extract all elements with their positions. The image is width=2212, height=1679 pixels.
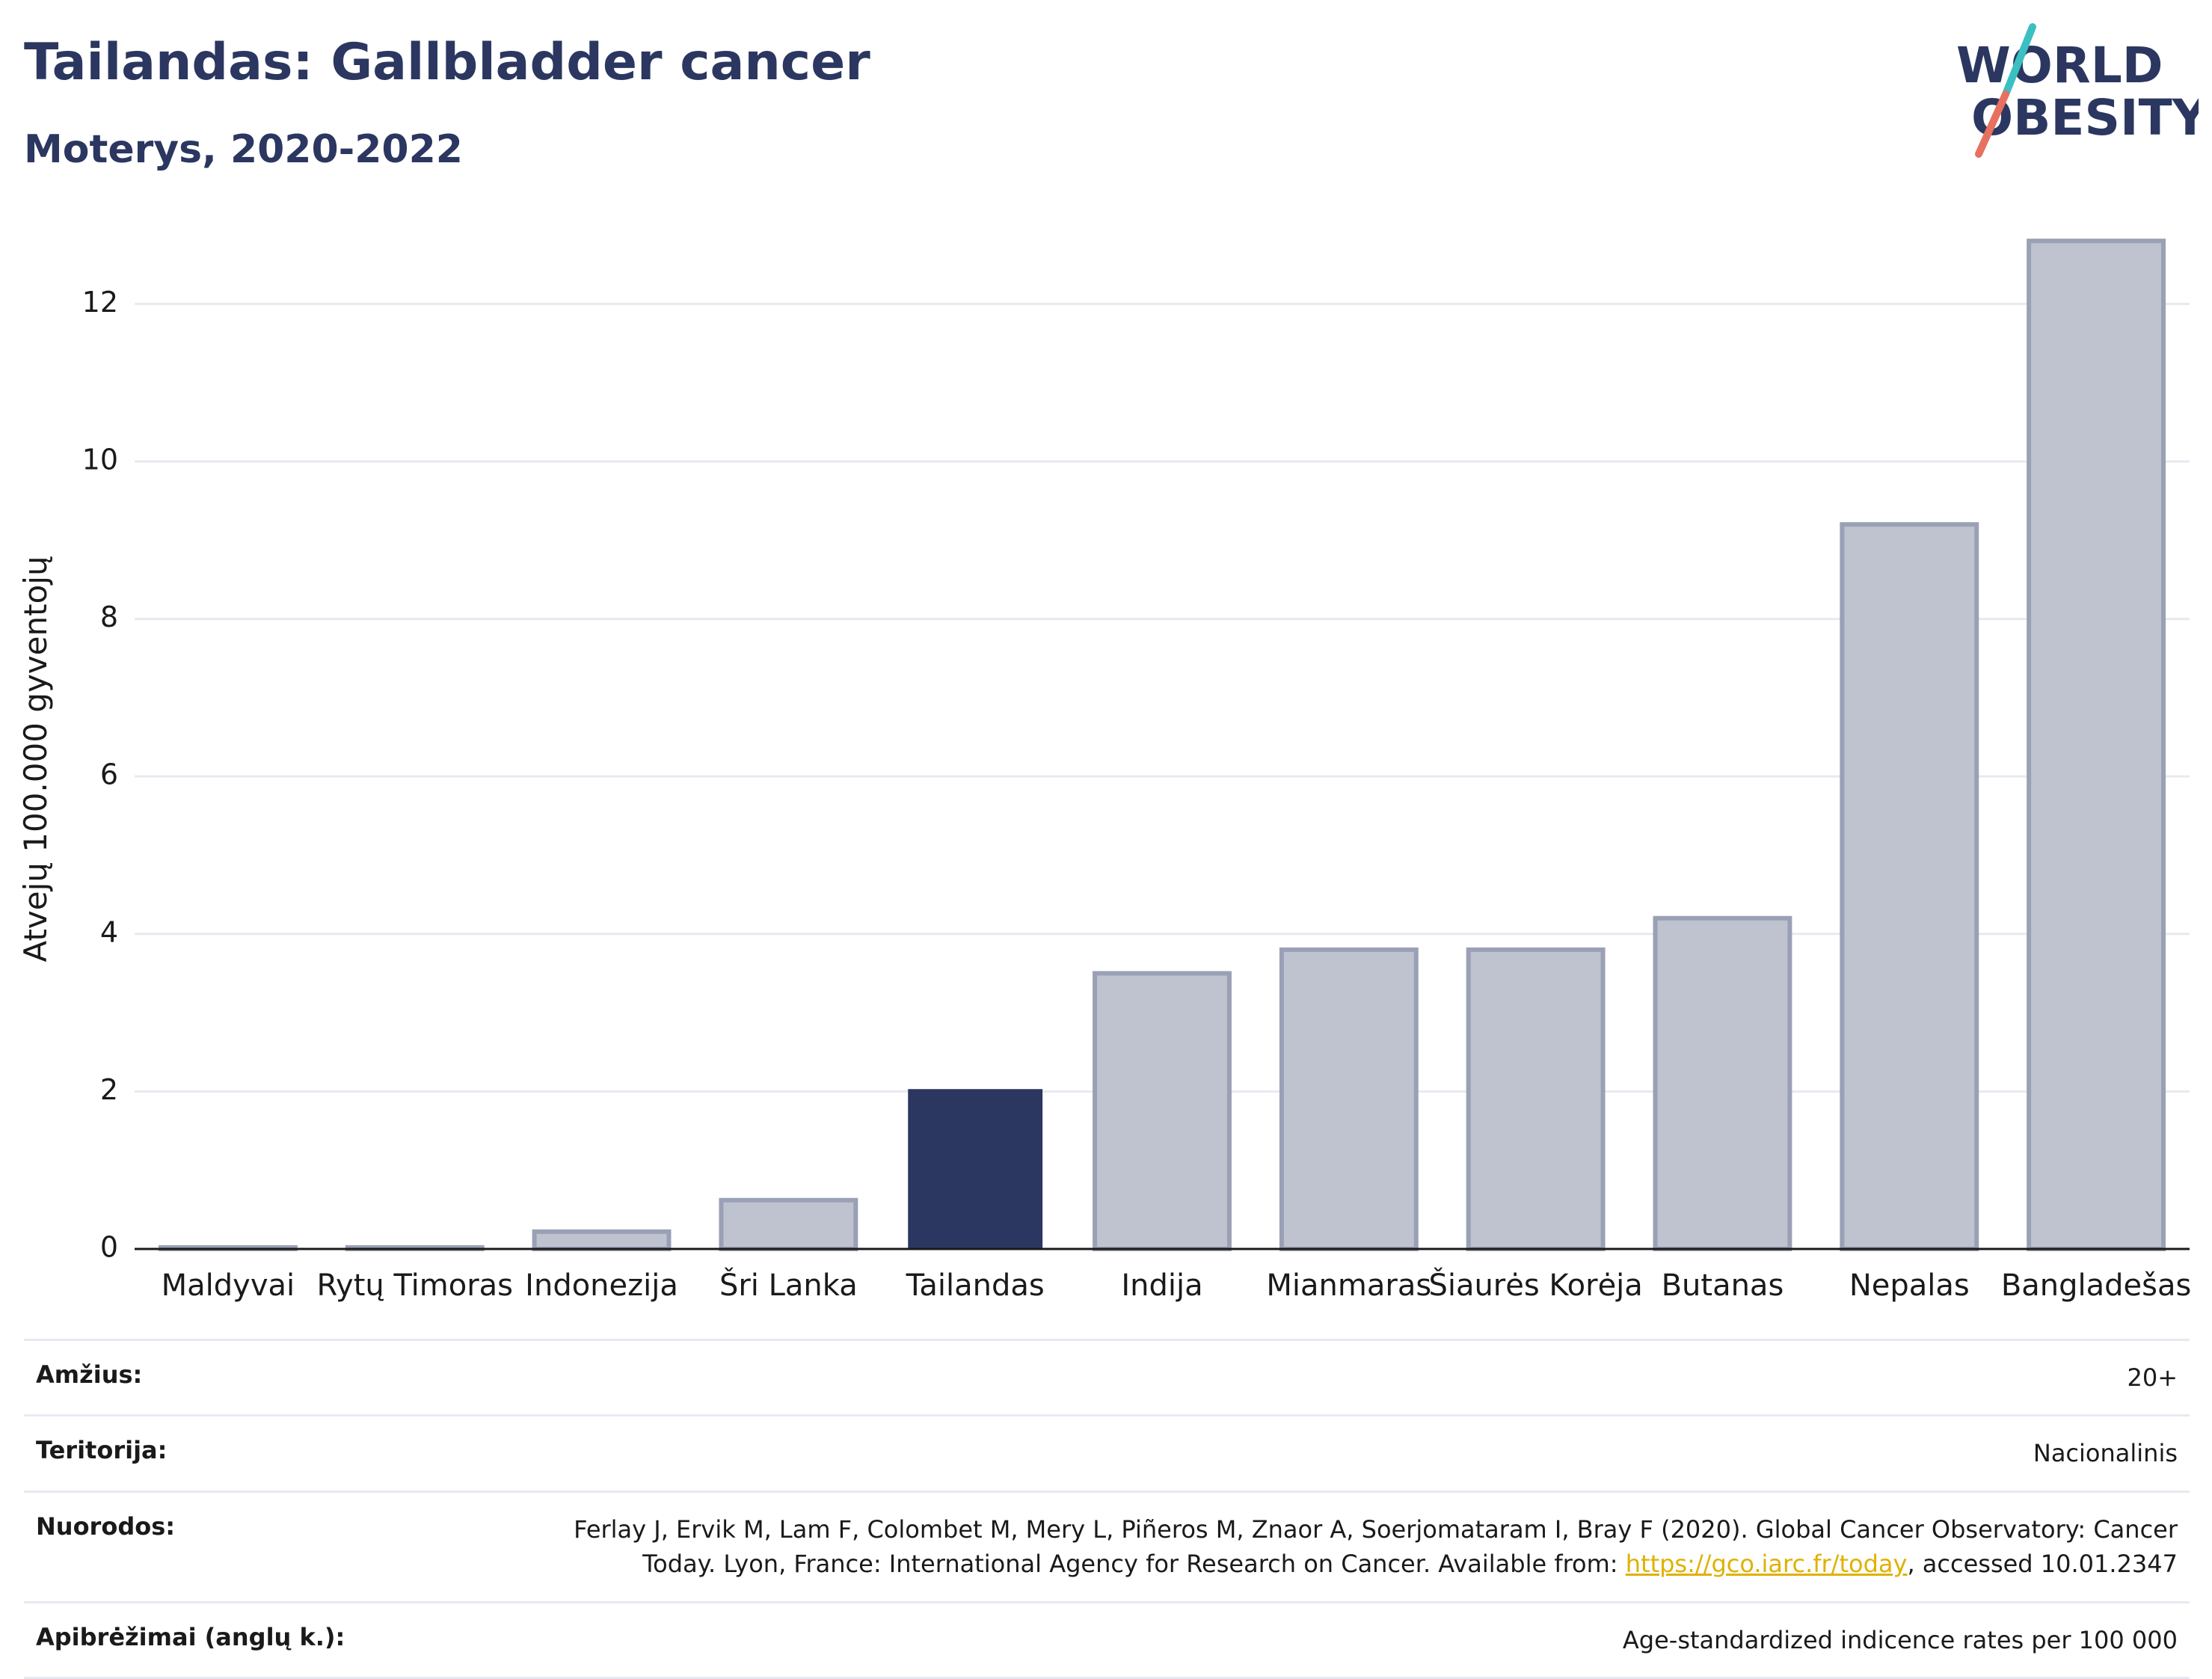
y-axis-label: Atvejų 100.000 gyventojų	[17, 556, 54, 962]
bar	[1466, 947, 1606, 1252]
info-row-definitions: Apibrėžimai (anglų k.): Age-standardized…	[24, 1600, 2190, 1679]
definitions-label: Apibrėžimai (anglų k.):	[36, 1622, 345, 1651]
references-text-3: , accessed 10.01.2347	[1907, 1550, 2178, 1579]
bar	[719, 1197, 858, 1252]
x-tick-label: Rytų Timoras	[316, 1268, 513, 1303]
logo-line-1: WORLD	[1956, 37, 2163, 94]
logo-line-2: OBESITY	[1971, 89, 2199, 147]
references-value: Ferlay J, Ervik M, Lam F, Colombet M, Me…	[574, 1512, 2178, 1582]
y-tick-label: 10	[82, 443, 118, 476]
y-tick-label: 0	[100, 1231, 118, 1264]
age-label: Amžius:	[36, 1360, 143, 1389]
y-tick-label: 12	[82, 286, 118, 319]
x-tick-label: Šiaurės Korėja	[1428, 1267, 1642, 1303]
bars	[158, 239, 2166, 1252]
bar	[908, 1089, 1043, 1249]
x-tick-label: Bangladešas	[2001, 1268, 2192, 1303]
territory-value: Nacionalinis	[2033, 1439, 2178, 1468]
logo-slash-teal	[2002, 23, 2036, 98]
bar	[1093, 971, 1232, 1252]
x-tick-label: Tailandas	[906, 1268, 1045, 1303]
x-tick-label: Maldyvai	[162, 1268, 295, 1303]
logo-slash-coral	[1975, 90, 2009, 158]
x-tick-label: Indonezija	[525, 1268, 678, 1303]
y-axis-ticks: 0 2 4 6 8 10 12	[82, 286, 118, 1264]
references-text-2: Today. Lyon, France: International Agenc…	[642, 1550, 1626, 1579]
x-tick-label: Indija	[1121, 1268, 1202, 1303]
info-row-territory: Teritorija: Nacionalinis	[24, 1414, 2190, 1490]
bar	[1279, 947, 1419, 1252]
y-tick-label: 6	[100, 758, 118, 791]
x-tick-label: Šri Lanka	[719, 1267, 858, 1303]
bar	[1653, 915, 1792, 1252]
y-tick-label: 8	[100, 601, 118, 633]
references-label: Nuorodos:	[36, 1511, 176, 1541]
y-tick-label: 4	[100, 915, 118, 948]
territory-label: Teritorija:	[36, 1436, 168, 1465]
bar	[2027, 239, 2166, 1251]
age-value: 20+	[2127, 1363, 2178, 1392]
info-row-references: Nuorodos: Ferlay J, Ervik M, Lam F, Colo…	[24, 1490, 2190, 1601]
bar-chart: 0 2 4 6 8 10 12 Maldyvai Rytų Timoras Indonezija…	[17, 239, 2192, 1303]
definitions-value: Age-standardized indicence rates per 100…	[1622, 1625, 2178, 1654]
x-axis-ticks: Maldyvai Rytų Timoras Indonezija Šri Lanka T…	[162, 1267, 2192, 1303]
info-table: Amžius: 20+ Teritorija: Nacionalinis Nuo…	[24, 1339, 2190, 1679]
y-tick-label: 2	[100, 1073, 118, 1106]
world-obesity-logo: WORLD OBESITY	[1956, 23, 2199, 158]
chart-title: Tailandas: Gallbladder cancer	[24, 33, 870, 92]
bar	[1840, 522, 1979, 1251]
x-tick-label: Butanas	[1662, 1268, 1784, 1303]
bar	[532, 1229, 672, 1252]
references-text-1: Ferlay J, Ervik M, Lam F, Colombet M, Me…	[574, 1514, 2178, 1544]
x-tick-label: Mianmaras	[1266, 1268, 1431, 1303]
x-tick-label: Nepalas	[1849, 1268, 1970, 1303]
references-link[interactable]: https://gco.iarc.fr/today	[1625, 1550, 1908, 1579]
chart-subtitle: Moterys, 2020-2022	[24, 127, 463, 172]
info-row-age: Amžius: 20+	[24, 1339, 2190, 1414]
